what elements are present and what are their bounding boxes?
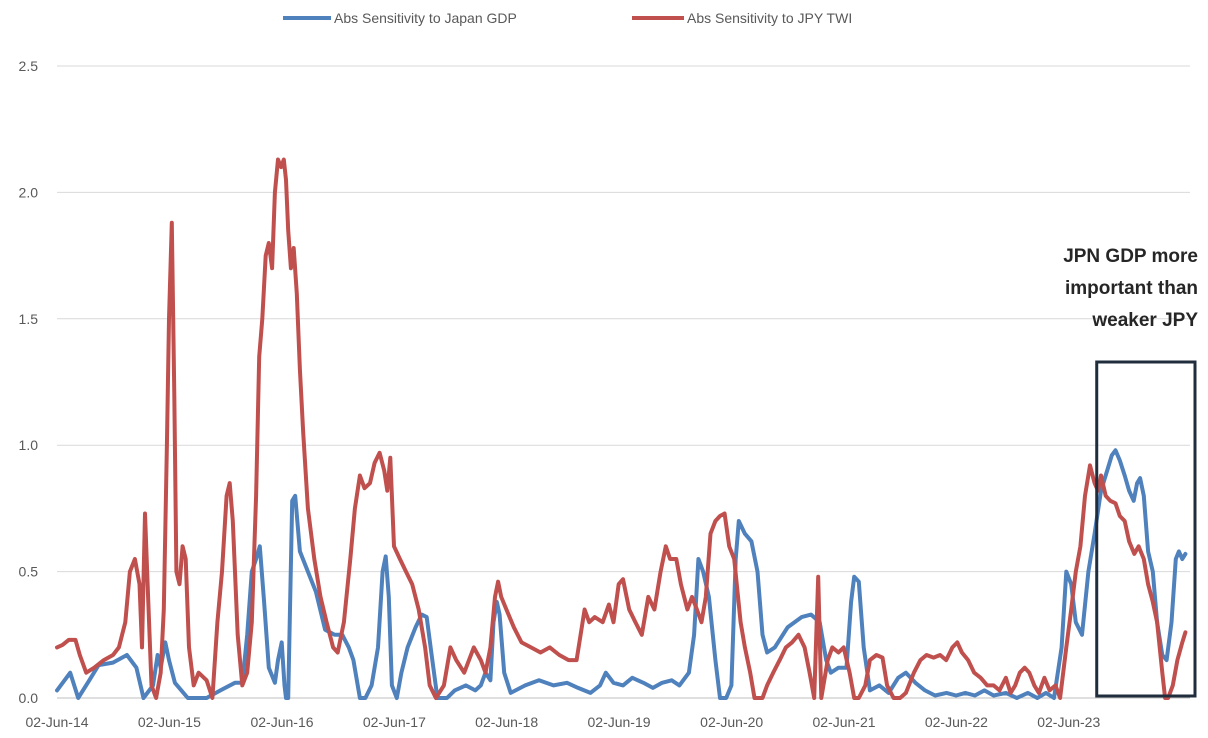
annotation-line-1: JPN GDP more — [1063, 246, 1198, 267]
series-lines — [55, 157, 1188, 700]
series-line-japan-gdp — [55, 448, 1188, 700]
x-tick-label: 02-Jun-15 — [138, 714, 201, 730]
x-tick-label: 02-Jun-17 — [363, 714, 426, 730]
x-axis-ticks: 02-Jun-14 02-Jun-15 02-Jun-16 02-Jun-17 02-J… — [25, 714, 1100, 730]
legend-label-twi: Abs Sensitivity to JPY TWI — [687, 10, 852, 26]
highlight-box — [1095, 360, 1197, 698]
gridlines — [57, 65, 1190, 699]
series-line-jpy-twi — [55, 157, 1188, 700]
x-tick-label: 02-Jun-22 — [925, 714, 988, 730]
x-tick-label: 02-Jun-19 — [588, 714, 651, 730]
x-tick-label: 02-Jun-20 — [700, 714, 763, 730]
annotation-line-3: weaker JPY — [1091, 310, 1198, 331]
annotation-line-2: important than — [1065, 278, 1198, 299]
legend: Abs Sensitivity to Japan GDP Abs Sensiti… — [283, 10, 852, 26]
y-tick-label: 0.5 — [19, 564, 39, 580]
y-tick-label: 2.0 — [19, 184, 39, 200]
annotation: JPN GDP more important than weaker JPY — [1063, 246, 1198, 698]
x-tick-label: 02-Jun-21 — [813, 714, 876, 730]
y-tick-label: 1.5 — [19, 311, 39, 327]
legend-label-gdp: Abs Sensitivity to Japan GDP — [334, 10, 517, 26]
y-tick-label: 2.5 — [19, 58, 39, 74]
x-tick-label: 02-Jun-14 — [25, 714, 88, 730]
x-tick-label: 02-Jun-18 — [475, 714, 538, 730]
y-tick-label: 1.0 — [19, 437, 39, 453]
y-axis-ticks: 0.0 0.5 1.0 1.5 2.0 2.5 — [19, 58, 39, 706]
x-tick-label: 02-Jun-16 — [250, 714, 313, 730]
x-tick-label: 02-Jun-23 — [1037, 714, 1100, 730]
y-tick-label: 0.0 — [19, 690, 39, 706]
